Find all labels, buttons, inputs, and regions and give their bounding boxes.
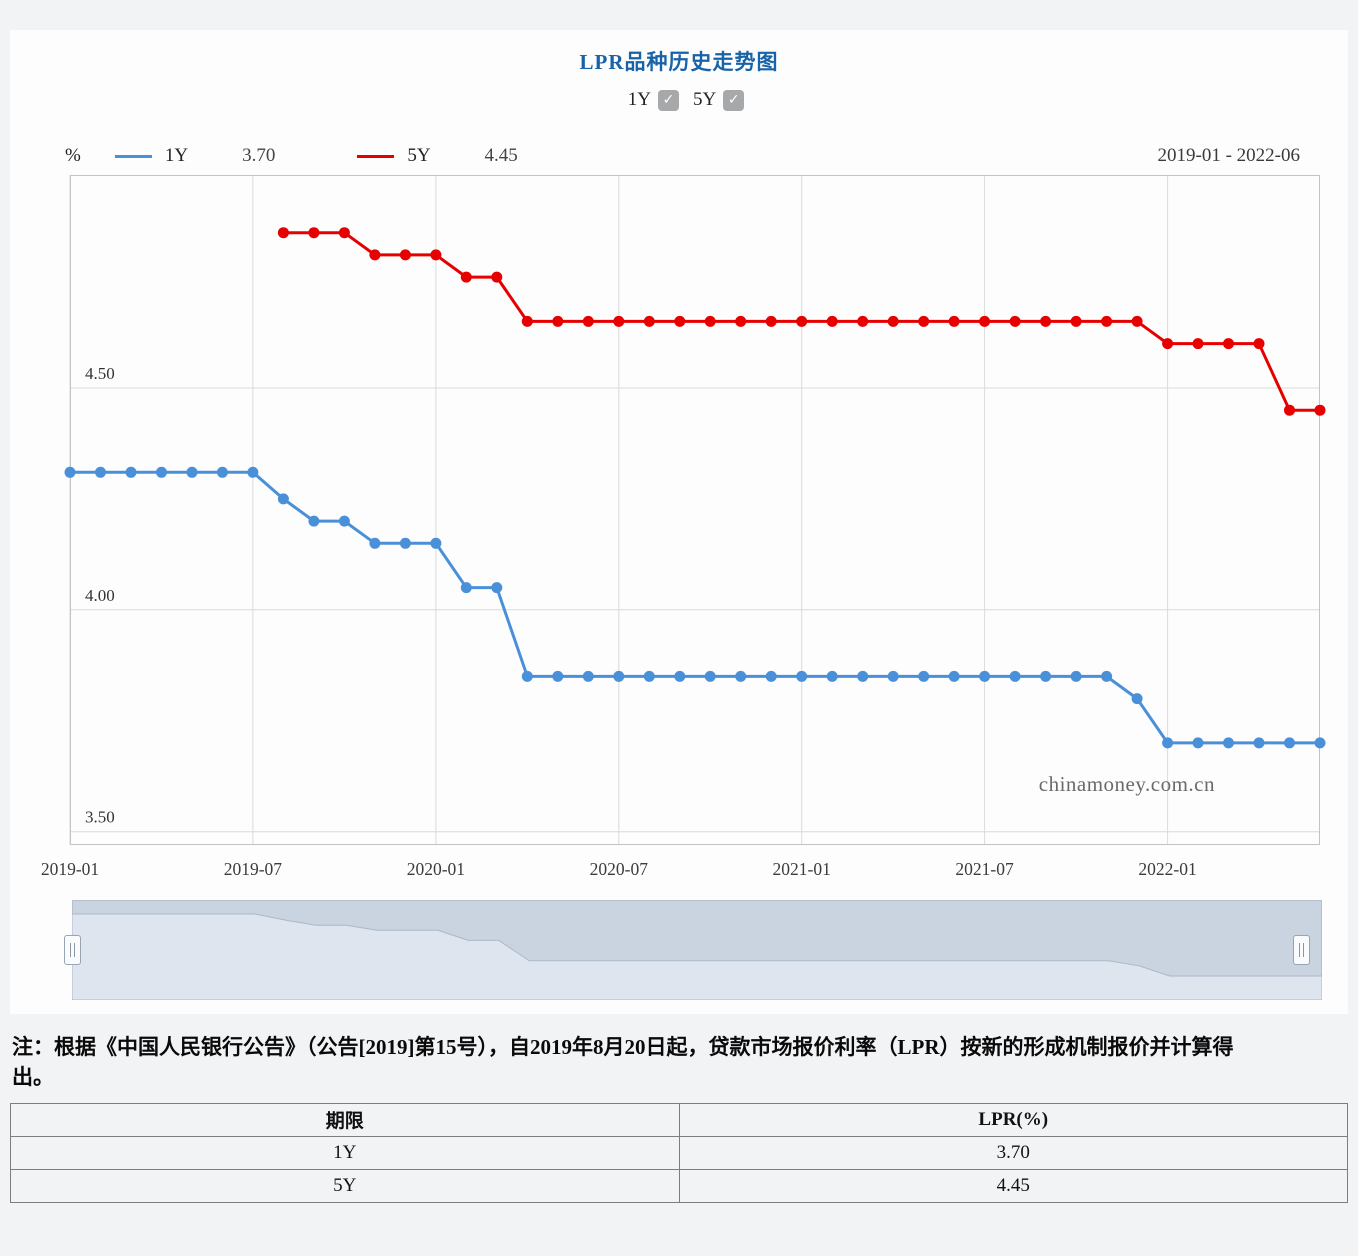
legend-item-1y: 1Y 3.70 bbox=[114, 145, 276, 167]
legend-item-5y: 5Y 4.45 bbox=[357, 145, 518, 167]
chart-card: LPR品种历史走势图 1Y 5Y % 1Y 3.70 5Y 4.45 2019-… bbox=[10, 30, 1348, 1014]
lpr-table: 期限 LPR(%) 1Y 3.70 5Y 4.45 bbox=[10, 1102, 1348, 1203]
date-range-label: 2019-01 - 2022-06 bbox=[1157, 145, 1300, 166]
watermark: chinamoney.com.cn bbox=[1038, 772, 1215, 796]
nav-handle-left-icon[interactable] bbox=[64, 935, 81, 965]
data-zoom-navigator[interactable] bbox=[64, 900, 1322, 1000]
svg-text:2021-01: 2021-01 bbox=[773, 859, 831, 879]
table-row: 1Y 3.70 bbox=[10, 1135, 1348, 1170]
svg-text:2020-01: 2020-01 bbox=[407, 859, 465, 879]
legend-row: % 1Y 3.70 5Y 4.45 2019-01 - 2022-06 bbox=[65, 145, 1300, 167]
table-header-term: 期限 bbox=[10, 1102, 680, 1137]
toggle-label-5y: 5Y bbox=[693, 89, 717, 110]
series-toggles: 1Y 5Y bbox=[10, 89, 1348, 111]
table-header-lpr: LPR(%) bbox=[678, 1102, 1348, 1137]
table-cell-term-1y: 1Y bbox=[10, 1135, 680, 1170]
svg-text:2021-07: 2021-07 bbox=[955, 859, 1014, 879]
legend-name-5y: 5Y bbox=[407, 145, 431, 166]
checkbox-checked-icon-1y[interactable] bbox=[658, 89, 679, 111]
table-row: 5Y 4.45 bbox=[10, 1168, 1348, 1203]
svg-text:4.00: 4.00 bbox=[85, 586, 115, 605]
note-text: 注：根据《中国人民银行公告》（公告[2019]第15号），自2019年8月20日… bbox=[12, 1035, 1234, 1090]
svg-text:2022-01: 2022-01 bbox=[1138, 859, 1196, 879]
svg-text:2019-07: 2019-07 bbox=[224, 859, 283, 879]
table-cell-value-1y: 3.70 bbox=[678, 1135, 1348, 1170]
line-swatch-1y-icon bbox=[114, 154, 152, 158]
y-axis-unit-label: % bbox=[65, 145, 81, 166]
checkbox-checked-icon-5y[interactable] bbox=[723, 89, 745, 111]
table-cell-value-5y: 4.45 bbox=[678, 1168, 1348, 1203]
legend-value-1y: 3.70 bbox=[242, 145, 276, 166]
table-cell-term-5y: 5Y bbox=[10, 1168, 680, 1203]
svg-text:2019-01: 2019-01 bbox=[41, 859, 99, 879]
chart-canvas[interactable]: 4.50 4.00 3.50 2019-01 2019-07 2020-01 2020-07… bbox=[41, 175, 1326, 879]
legend-value-5y: 4.45 bbox=[484, 145, 518, 166]
navigator-canvas[interactable] bbox=[72, 900, 1322, 1000]
line-swatch-5y-icon bbox=[357, 154, 395, 158]
svg-text:4.50: 4.50 bbox=[85, 364, 115, 383]
svg-text:2020-07: 2020-07 bbox=[590, 859, 649, 879]
lpr-trend-chart: 4.50 4.00 3.50 2019-01 2019-07 2020-01 2020-07… bbox=[41, 175, 1326, 879]
chart-title: LPR品种历史走势图 bbox=[579, 50, 779, 74]
legend-name-1y: 1Y bbox=[164, 145, 189, 166]
toggle-label-1y: 1Y bbox=[627, 89, 651, 110]
svg-text:3.50: 3.50 bbox=[85, 808, 115, 827]
nav-handle-right-icon[interactable] bbox=[1293, 935, 1310, 965]
table-header-row: 期限 LPR(%) bbox=[10, 1102, 1348, 1137]
